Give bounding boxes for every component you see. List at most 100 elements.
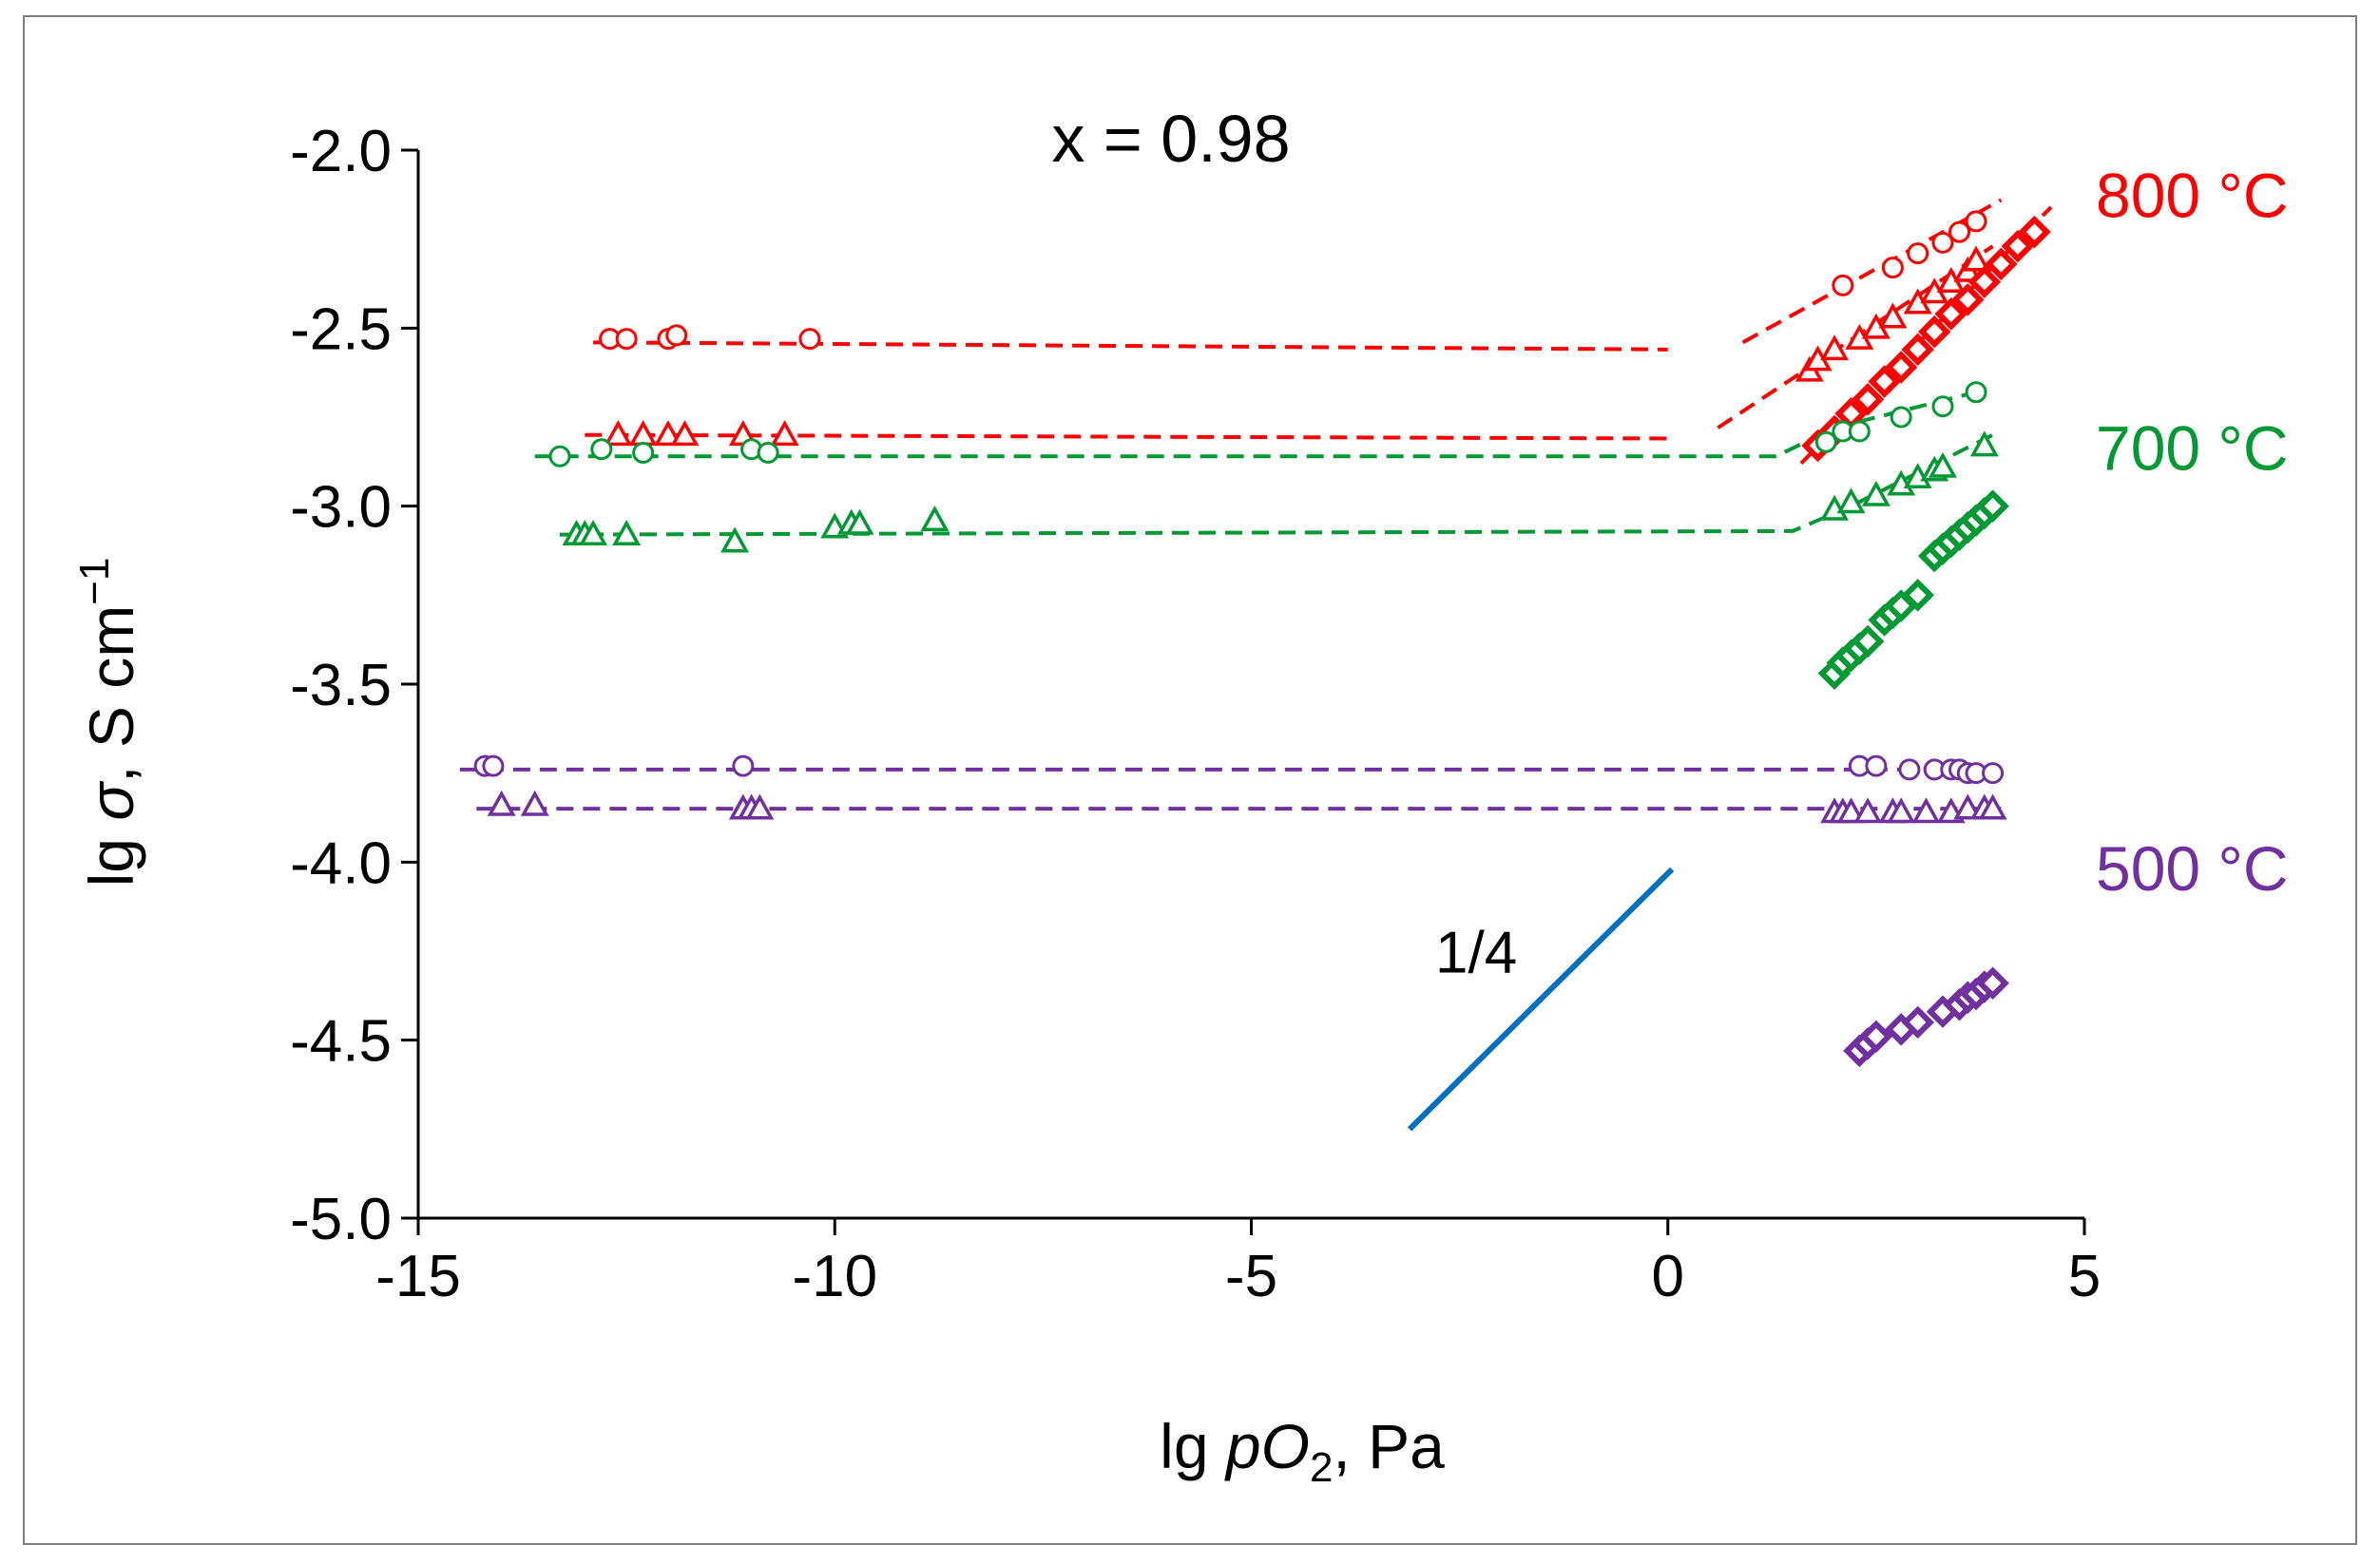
y-tick-label: -5.0 [290, 1187, 392, 1252]
y-axis-label-prefix: lg [76, 821, 146, 887]
y-axis-label-suffix: , S cm [76, 605, 146, 783]
data-point-triangle [1836, 797, 1866, 824]
temperature-label: 700 °C [2096, 413, 2289, 484]
data-point-triangle [1887, 797, 1916, 824]
data-point-triangle [745, 793, 775, 820]
data-point-triangle [520, 790, 549, 816]
data-point-diamond [2018, 215, 2051, 249]
y-tick-label: -2.0 [290, 119, 392, 184]
data-point-triangle [770, 420, 799, 447]
data-point-diamond [1884, 351, 1918, 384]
slope-label: 1/4 [1435, 920, 1517, 985]
data-point-triangle [845, 508, 874, 535]
x-axis-label-suffix: , Pa [1333, 1411, 1445, 1481]
data-point-circle [482, 754, 505, 777]
data-point-diamond [1976, 966, 2009, 1000]
fit-line [585, 432, 1668, 441]
data-point-circle [665, 324, 688, 347]
data-point-circle [1865, 754, 1888, 777]
data-point-circle [1814, 430, 1837, 453]
data-point-triangle [579, 520, 608, 545]
temperature-label: 800 °C [2096, 161, 2289, 231]
data-point-circle [1948, 220, 1971, 243]
data-point-triangle [1969, 430, 1999, 457]
data-point-triangle [604, 420, 633, 447]
data-point-triangle [670, 420, 700, 447]
data-point-triangle [1820, 334, 1850, 361]
data-point-circle [1982, 762, 2005, 785]
temperature-label: 500 °C [2096, 833, 2289, 904]
data-point-diamond [1976, 489, 2009, 523]
annotations: 1/4 [1407, 867, 1675, 1132]
y-axis-label: lg σ, S cm−1 [71, 558, 146, 887]
x-tick-label: -10 [792, 1244, 877, 1309]
y-tick-label: -3.5 [290, 653, 392, 718]
data-point-triangle [1911, 797, 1941, 824]
data-point-circle [1890, 406, 1912, 429]
x-tick-label: 0 [1652, 1244, 1684, 1309]
x-tick-label: -5 [1225, 1244, 1277, 1309]
data-point-diamond [1851, 624, 1885, 658]
data-point-circle [798, 328, 821, 351]
data-point-diamond [1985, 247, 2018, 281]
x-axis-label-sub: 2 [1310, 1444, 1333, 1491]
data-point-circle [1931, 231, 1954, 254]
x-axis-label-italic: pO [1224, 1411, 1310, 1481]
data-point-circle [1965, 210, 1987, 233]
data-point-circle [732, 754, 755, 777]
data-point-diamond [1967, 265, 2002, 298]
data-point-triangle [1929, 451, 1957, 478]
data-point-diamond [1901, 579, 1934, 612]
temperature-labels: 800 °C 700 °C 500 °C [2096, 161, 2289, 904]
data-point-diamond [1951, 283, 1985, 316]
data-point-diamond [1901, 1005, 1934, 1039]
data-point-triangle [1853, 797, 1883, 824]
data-point-triangle [720, 526, 750, 553]
x-axis-label: lg pO2, Pa [1160, 1411, 1445, 1491]
data-point-diamond [1868, 365, 1901, 398]
data-point-circle [615, 328, 638, 351]
data-point-triangle [1978, 793, 2007, 820]
data-point-circle [1881, 257, 1904, 279]
chart-title: x = 0.98 [1051, 102, 1290, 176]
data-point-circle [757, 441, 779, 464]
data-point-diamond [1901, 333, 1934, 367]
data-point-triangle [612, 520, 642, 545]
fit-line [593, 340, 1668, 352]
data-point-triangle [1861, 480, 1891, 506]
data-point-diamond [1859, 1020, 1893, 1054]
fit-line [534, 390, 1977, 459]
data-point-circle [548, 445, 571, 467]
x-tick-label: -15 [375, 1244, 461, 1309]
data-point-diamond [1917, 315, 1951, 349]
data-point-circle [1848, 420, 1871, 443]
data-point-triangle [1962, 245, 1991, 272]
fit-lines [459, 198, 2053, 811]
y-axis-label-sup: −1 [71, 558, 118, 605]
data-point-circle [1907, 242, 1929, 265]
data-point-circle [1898, 758, 1921, 781]
y-tick-label: -2.5 [290, 296, 392, 362]
data-point-circle [1931, 395, 1954, 418]
y-tick-label: -3.0 [290, 475, 392, 541]
slope-line [1407, 867, 1675, 1132]
data-point-triangle [1878, 302, 1908, 329]
data-point-triangle [487, 790, 516, 816]
data-point-triangle [1953, 793, 1983, 820]
data-point-circle [1832, 274, 1854, 296]
data-points [473, 210, 2051, 1068]
data-point-circle [1965, 381, 1987, 404]
data-point-triangle [653, 420, 682, 447]
data-point-triangle [920, 505, 950, 532]
x-axis-label-prefix: lg [1160, 1411, 1226, 1481]
data-point-triangle [1836, 487, 1866, 514]
ticks: -15 -10 -5 0 5 -2.0 -2.5 -3.0 -3.5 -4.0 -4.5 -5.0 [290, 119, 2101, 1309]
y-axis-label-italic: σ [76, 781, 146, 821]
data-point-diamond [1934, 297, 1968, 331]
data-point-circle [590, 438, 613, 461]
data-point-circle [632, 441, 655, 464]
y-tick-label: -4.5 [290, 1009, 392, 1075]
data-point-diamond [1851, 383, 1885, 416]
data-point-diamond [2001, 229, 2035, 263]
